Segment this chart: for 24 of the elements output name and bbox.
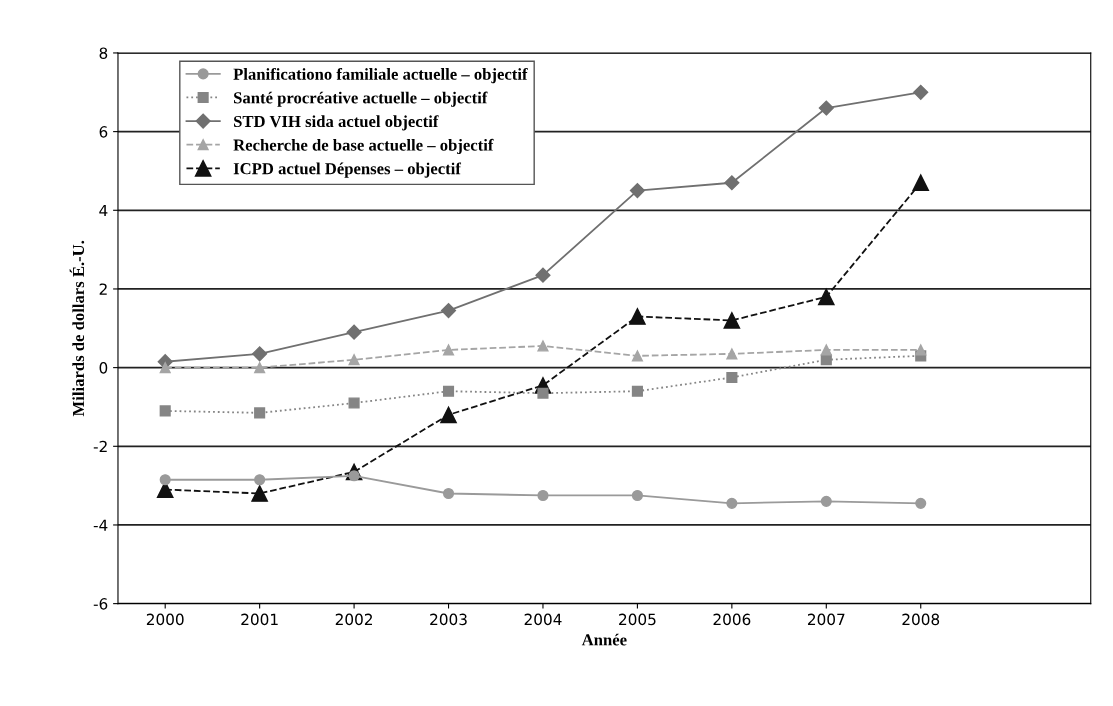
legend-label: STD VIH sida actuel objectif: [234, 115, 439, 131]
x-axis-title: Année: [581, 633, 627, 646]
legend-label: Recherche de base actuelle – objectif: [233, 138, 494, 155]
y-tick-label: 4: [99, 204, 108, 217]
y-tick-label: 0: [99, 362, 108, 374]
x-tick-label: 2000: [146, 613, 184, 626]
x-tick-label: 2007: [807, 613, 845, 626]
x-tick-label: 2003: [430, 613, 467, 626]
x-tick-label: 2002: [335, 613, 372, 626]
y-tick-label: 6: [99, 126, 108, 138]
x-tick-label: 2006: [713, 613, 751, 626]
legend-label: Santé procréative actuelle – objectif: [234, 91, 488, 107]
legend-label: ICPD actuel Dépenses – objectif: [233, 162, 462, 178]
x-tick-label: 2008: [902, 613, 940, 626]
legend-label: Planificationo familiale actuelle – objectif: [233, 67, 528, 84]
x-tick-label: 2005: [619, 613, 656, 626]
y-tick-label: -2: [93, 440, 107, 453]
y-tick-label: 8: [99, 47, 108, 59]
y-tick-label: -6: [93, 598, 108, 610]
x-tick-label: 2004: [524, 613, 562, 626]
y-tick-label: 2: [99, 283, 107, 295]
x-tick-label: 2001: [241, 613, 278, 626]
y-axis-title: Miliards de dollars É.-U.: [69, 240, 85, 417]
y-tick-label: -4: [93, 519, 108, 531]
